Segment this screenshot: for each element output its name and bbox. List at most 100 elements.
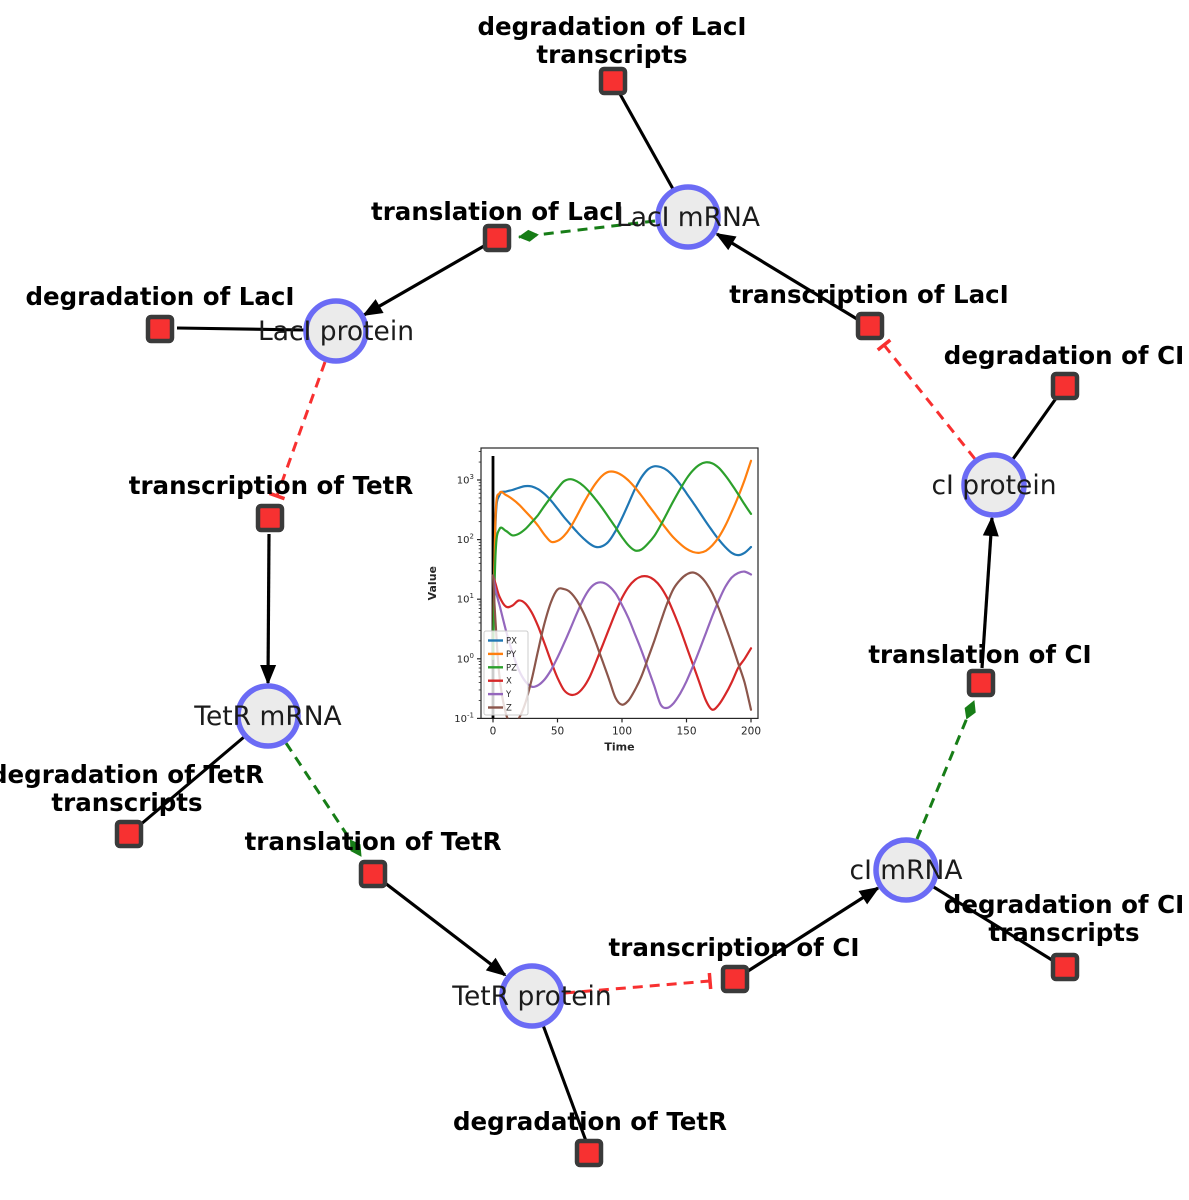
reaction-node-deg-laci-transcripts: degradation of LacI transcripts — [477, 12, 747, 96]
reaction-square-deg-laci — [145, 314, 175, 344]
edge-activation-ci-mrna-to-translation-ci — [915, 700, 976, 840]
reaction-label-translation-laci: translation of LacI — [371, 197, 623, 226]
reaction-nodes-layer: degradation of LacI transcripts translatio… — [0, 12, 1184, 1168]
chart-series-PZ — [491, 461, 753, 660]
legend-label-Y: Y — [505, 690, 512, 700]
edge-consumption-ci-protein-to-deg-ci — [1011, 396, 1059, 460]
reaction-node-deg-ci: degradation of CI — [944, 341, 1184, 401]
edge-inhibition-tetr-protein-to-transcription-ci — [564, 972, 713, 995]
species-node-tetr-mrna: TetR mRNA — [193, 683, 342, 749]
edge-consumption-laci-protein-to-deg-laci — [176, 326, 305, 332]
reaction-square-translation-ci — [966, 668, 996, 698]
species-label-laci-protein: LacI protein — [258, 316, 414, 347]
reaction-node-transcription-tetr: transcription of TetR — [129, 471, 414, 533]
edge-activation-tetr-mrna-to-translation-tetr — [284, 742, 363, 857]
species-node-laci-protein: LacI protein — [258, 298, 414, 364]
reaction-square-transcription-ci — [720, 964, 750, 994]
reaction-node-deg-laci: degradation of LacI — [25, 282, 295, 344]
species-label-ci-protein: cI protein — [931, 470, 1056, 501]
species-circle-tetr-protein — [499, 963, 565, 1029]
reaction-node-deg-tetr-transcripts: degradation of TetR transcripts — [0, 760, 264, 849]
reaction-square-translation-laci — [482, 223, 512, 253]
reaction-node-translation-tetr: translation of TetR — [245, 827, 502, 889]
edge-activation-laci-mrna-to-translation-laci — [518, 219, 656, 242]
ytick-label: 103 — [457, 473, 474, 487]
edge-consumption-tetr-protein-to-deg-tetr — [541, 1024, 588, 1142]
reaction-square-deg-ci — [1050, 371, 1080, 401]
species-circle-laci-mrna — [655, 184, 721, 250]
legend-label-PY: PY — [506, 650, 517, 660]
edges-layer — [138, 93, 1059, 1142]
reaction-label-deg-ci: degradation of CI — [944, 341, 1184, 370]
species-circle-ci-protein — [961, 452, 1027, 518]
xtick-label: 50 — [551, 725, 564, 737]
reaction-label-deg-tetr-transcripts: degradation of TetR transcripts — [0, 760, 264, 817]
axes-spines — [480, 447, 759, 719]
species-label-laci-mrna: LacI mRNA — [616, 202, 760, 233]
edge-production-translation-ci-to-ci-protein — [980, 516, 999, 669]
reaction-node-translation-ci: translation of CI — [868, 640, 1092, 698]
chart-series-Y — [491, 570, 753, 710]
edge-production-transcription-tetr-to-tetr-mrna — [260, 533, 277, 685]
reaction-square-transcription-tetr — [255, 503, 285, 533]
reaction-square-deg-ci-transcripts — [1050, 952, 1080, 982]
species-node-ci-protein: cI protein — [931, 452, 1057, 518]
species-circle-tetr-mrna — [235, 683, 301, 749]
chart-legend: PX PY PZ XYZ — [483, 630, 529, 716]
yaxis-title: Value — [426, 566, 439, 600]
reaction-node-deg-tetr: degradation of TetR — [453, 1107, 727, 1168]
edge-production-transcription-laci-to-laci-mrna — [715, 232, 858, 321]
reaction-square-translation-tetr — [358, 859, 388, 889]
xtick-label: 100 — [612, 725, 632, 737]
plot-area — [491, 456, 753, 719]
ytick-label: 101 — [457, 592, 474, 606]
reaction-node-translation-laci: translation of LacI — [371, 197, 623, 253]
chart-series-PX — [491, 465, 753, 660]
xtick-label: 200 — [741, 725, 761, 737]
reaction-node-transcription-laci: transcription of LacI — [729, 280, 1009, 341]
reaction-label-deg-tetr: degradation of TetR — [453, 1107, 727, 1136]
species-node-laci-mrna: LacI mRNA — [616, 184, 760, 250]
chart-series-PY — [491, 459, 753, 660]
species-node-ci-mrna: cI mRNA — [850, 837, 963, 903]
edge-inhibition-ci-protein-to-transcription-laci — [876, 338, 977, 460]
species-node-tetr-protein: TetR protein — [451, 963, 612, 1029]
reaction-square-deg-laci-transcripts — [598, 66, 628, 96]
edge-consumption-laci-mrna-to-deg-laci-transcripts — [618, 93, 675, 190]
species-label-tetr-protein: TetR protein — [451, 981, 611, 1012]
legend-label-PZ: PZ — [506, 663, 517, 673]
legend-label-X: X — [506, 677, 512, 687]
edge-inhibition-laci-protein-to-transcription-tetr — [268, 361, 327, 501]
reaction-label-deg-laci-transcripts: degradation of LacI transcripts — [477, 12, 746, 69]
edge-production-transcription-ci-to-ci-mrna — [747, 886, 880, 973]
reaction-label-transcription-tetr: transcription of TetR — [129, 471, 414, 500]
species-label-tetr-mrna: TetR mRNA — [193, 701, 341, 732]
ytick-label: 10-1 — [454, 711, 474, 725]
ytick-label: 102 — [457, 533, 474, 547]
reaction-square-deg-tetr — [574, 1138, 604, 1168]
edge-production-translation-tetr-to-tetr-protein — [384, 881, 507, 977]
reaction-label-translation-tetr: translation of TetR — [245, 827, 502, 856]
species-circle-laci-protein — [303, 298, 369, 364]
inset-chart: 103 102 101 100 10-1 0 50 100 150 200 Time Value PX P… — [426, 447, 761, 753]
edge-consumption-ci-mrna-to-deg-ci-transcripts — [931, 884, 1053, 962]
reaction-label-deg-ci-transcripts: degradation of CI transcripts — [944, 890, 1184, 947]
edge-production-translation-laci-to-laci-protein — [362, 244, 485, 317]
xtick-label: 0 — [490, 725, 497, 737]
species-circle-ci-mrna — [873, 837, 939, 903]
chart-series-X — [491, 574, 753, 711]
legend-label-PX: PX — [506, 637, 517, 647]
ytick-label: 100 — [457, 652, 474, 666]
reaction-node-deg-ci-transcripts: degradation of CI transcripts — [944, 890, 1184, 982]
reaction-square-deg-tetr-transcripts — [114, 819, 144, 849]
xtick-label: 150 — [676, 725, 696, 737]
reaction-square-transcription-laci — [855, 311, 885, 341]
reaction-label-transcription-laci: transcription of LacI — [729, 280, 1009, 309]
reaction-label-translation-ci: translation of CI — [868, 640, 1091, 669]
species-nodes-layer: LacI mRNA LacI protein TetR mRNA TetR prote… — [193, 184, 1057, 1029]
xaxis-title: Time — [604, 740, 634, 753]
chart-series-Z — [491, 571, 753, 719]
reaction-label-transcription-ci: transcription of CI — [609, 933, 860, 962]
